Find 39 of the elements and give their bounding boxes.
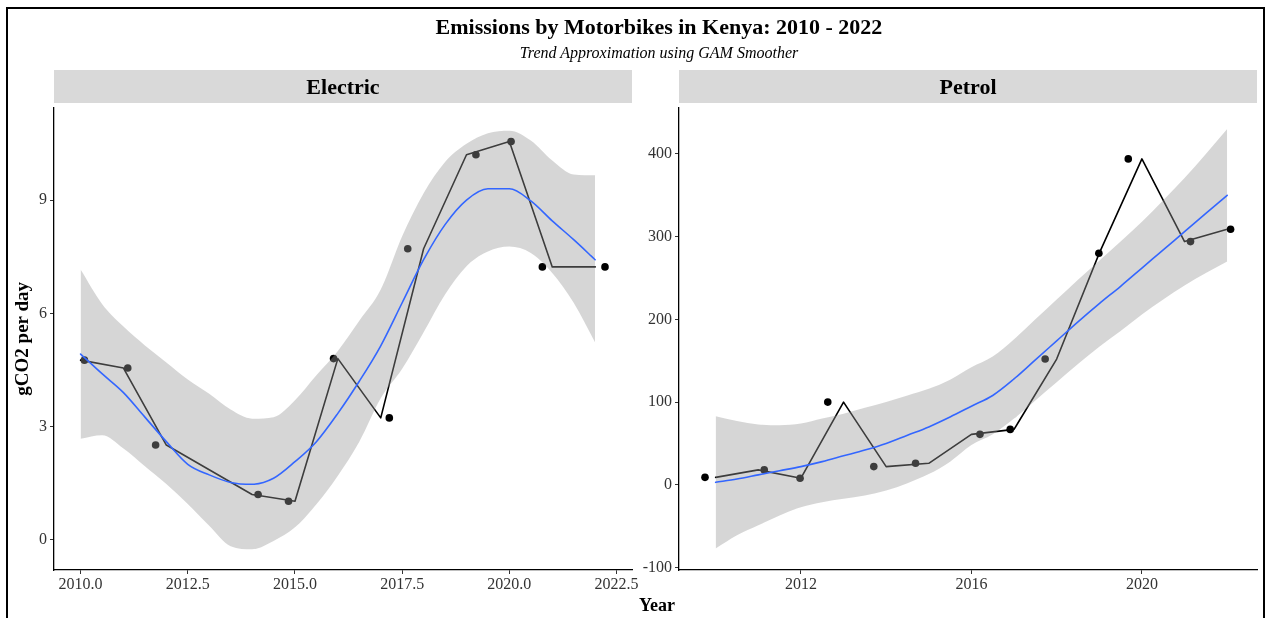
point <box>123 364 132 372</box>
y-tick-label: 400 <box>648 144 672 162</box>
x-tick-label: 2010.0 <box>58 574 103 592</box>
x-tick-label: 2012 <box>784 574 817 592</box>
y-tick-label: 300 <box>648 226 672 244</box>
point <box>329 354 338 363</box>
point <box>1226 225 1235 233</box>
point <box>151 441 160 449</box>
y-tick-label: 200 <box>648 309 672 327</box>
text: Trend Approximation using GAM Smoother <box>518 43 800 62</box>
x-axis-title: Year <box>638 595 676 615</box>
y-tick-label: -100 <box>642 557 672 575</box>
text: Emissions by Motorbikes in Kenya: 2010 - 2022 <box>434 14 884 40</box>
y-tick-label: 6 <box>39 303 47 321</box>
point <box>1041 355 1049 363</box>
point <box>701 473 709 482</box>
line-series <box>79 187 596 486</box>
x-tick-label: 2015.0 <box>272 574 317 592</box>
y-tick-label: 0 <box>664 475 672 492</box>
x-tick-label: 2016 <box>955 574 988 592</box>
x-tick-label: 2022.5 <box>594 574 639 592</box>
point <box>823 398 832 406</box>
y-tick-label: 100 <box>648 392 672 410</box>
point <box>601 263 609 271</box>
y-tick-label: 0 <box>39 530 47 548</box>
chart-title: Electric <box>54 70 632 103</box>
x-tick-label: 2017.5 <box>380 574 425 592</box>
y-tick-label: 9 <box>39 190 47 208</box>
point <box>1124 155 1133 163</box>
point <box>385 414 394 422</box>
y-axis-title: gCO2 per day <box>11 281 33 396</box>
x-tick-label: 2012.5 <box>165 574 210 592</box>
y-tick-label: 3 <box>39 416 47 434</box>
x-tick-label: 2020 <box>1125 574 1158 592</box>
chart-title: Petrol <box>679 70 1257 103</box>
point <box>870 462 878 471</box>
x-tick-label: 2020.0 <box>487 574 532 592</box>
point <box>403 244 412 253</box>
point <box>538 263 547 271</box>
